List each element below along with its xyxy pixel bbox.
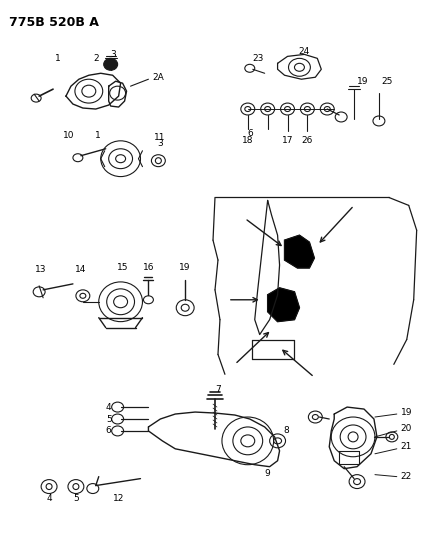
Text: 23: 23 (252, 54, 263, 63)
Text: 20: 20 (401, 424, 412, 433)
Text: 3: 3 (110, 50, 116, 59)
Text: 9: 9 (265, 469, 270, 478)
Text: 18: 18 (242, 136, 253, 146)
Text: 24: 24 (299, 47, 310, 56)
Text: 8: 8 (284, 426, 289, 435)
Text: 1: 1 (55, 54, 61, 63)
Polygon shape (268, 288, 300, 321)
Text: 17: 17 (282, 136, 293, 146)
Text: 7: 7 (215, 385, 221, 394)
Text: 1: 1 (95, 131, 101, 140)
Text: 26: 26 (302, 136, 313, 146)
Text: 775B 520B A: 775B 520B A (9, 15, 99, 29)
Text: 13: 13 (36, 265, 47, 274)
Ellipse shape (104, 58, 118, 70)
Text: 19: 19 (357, 77, 369, 86)
Text: 25: 25 (381, 77, 392, 86)
Text: 6: 6 (106, 426, 112, 435)
Text: 12: 12 (113, 494, 124, 503)
Text: 16: 16 (143, 263, 154, 272)
Text: 10: 10 (63, 131, 75, 140)
Text: 3: 3 (158, 139, 163, 148)
Text: 21: 21 (401, 442, 412, 451)
Text: 19: 19 (401, 408, 412, 417)
Text: 14: 14 (75, 265, 86, 274)
Text: 2: 2 (93, 54, 98, 63)
Text: 22: 22 (401, 472, 412, 481)
Text: 4: 4 (46, 494, 52, 503)
Text: 19: 19 (179, 263, 191, 272)
Text: 4: 4 (106, 402, 112, 411)
Text: 15: 15 (117, 263, 128, 272)
Text: 11: 11 (154, 133, 165, 142)
Text: 5: 5 (73, 494, 79, 503)
Polygon shape (285, 235, 314, 268)
Text: 2A: 2A (152, 72, 164, 82)
Text: 5: 5 (106, 415, 112, 424)
Text: 6: 6 (247, 130, 253, 139)
